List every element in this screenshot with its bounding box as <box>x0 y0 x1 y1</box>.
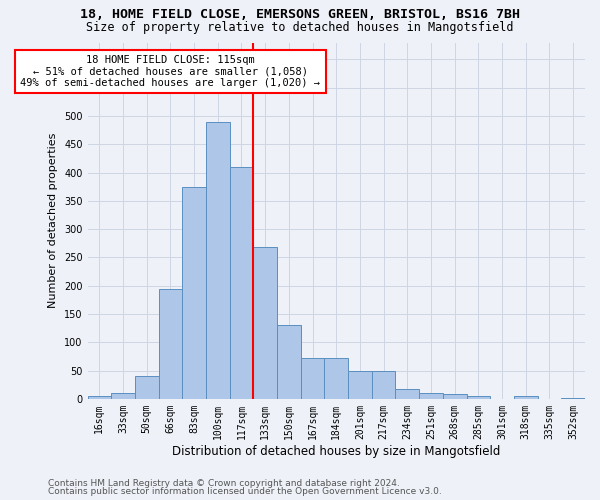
Text: Contains public sector information licensed under the Open Government Licence v3: Contains public sector information licen… <box>48 487 442 496</box>
Bar <box>395 389 419 399</box>
Bar <box>277 326 301 399</box>
Bar <box>88 396 111 399</box>
Bar <box>348 370 372 399</box>
Bar <box>301 358 325 399</box>
Bar <box>443 394 467 399</box>
Bar <box>182 186 206 399</box>
Bar <box>111 393 135 399</box>
Text: Size of property relative to detached houses in Mangotsfield: Size of property relative to detached ho… <box>86 21 514 34</box>
Bar <box>562 398 585 399</box>
X-axis label: Distribution of detached houses by size in Mangotsfield: Distribution of detached houses by size … <box>172 444 500 458</box>
Bar <box>158 288 182 399</box>
Bar <box>419 393 443 399</box>
Bar <box>230 167 253 399</box>
Bar <box>467 396 490 399</box>
Bar <box>514 396 538 399</box>
Text: 18 HOME FIELD CLOSE: 115sqm
← 51% of detached houses are smaller (1,058)
49% of : 18 HOME FIELD CLOSE: 115sqm ← 51% of det… <box>20 55 320 88</box>
Text: Contains HM Land Registry data © Crown copyright and database right 2024.: Contains HM Land Registry data © Crown c… <box>48 478 400 488</box>
Bar <box>372 370 395 399</box>
Text: 18, HOME FIELD CLOSE, EMERSONS GREEN, BRISTOL, BS16 7BH: 18, HOME FIELD CLOSE, EMERSONS GREEN, BR… <box>80 8 520 20</box>
Bar <box>135 376 158 399</box>
Y-axis label: Number of detached properties: Number of detached properties <box>49 133 58 308</box>
Bar <box>253 248 277 399</box>
Bar <box>206 122 230 399</box>
Bar <box>325 358 348 399</box>
